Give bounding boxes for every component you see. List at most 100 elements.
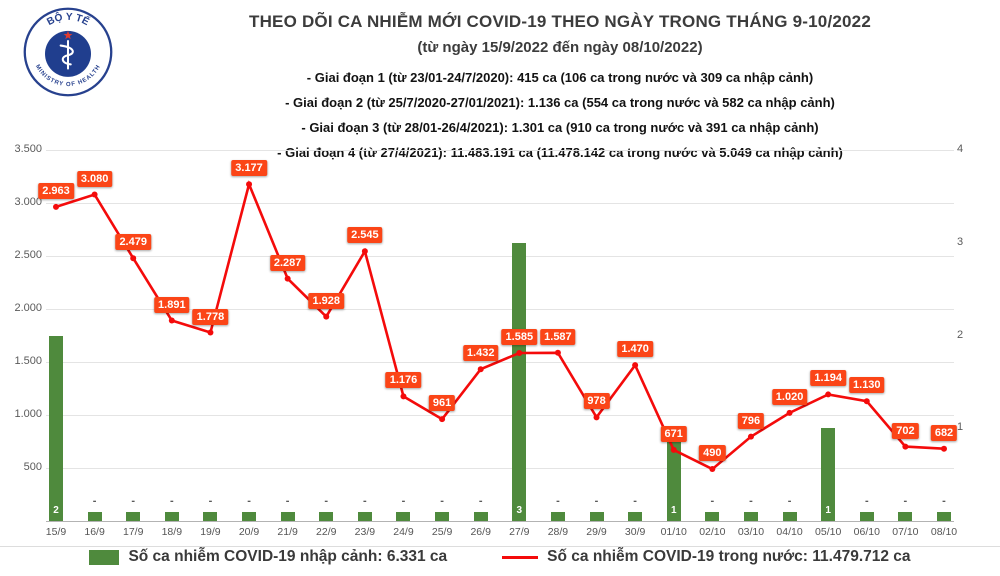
caduceus-icon [59,39,74,70]
no-data-dash: - [942,495,946,507]
chart-legend: Số ca nhiễm COVID-19 nhập cảnh: 6.331 ca… [0,548,1000,566]
x-axis-date-label: 18/9 [161,526,183,538]
domestic-cases-value-label: 2.479 [115,234,151,251]
period-summary-notes: - Giai đoạn 1 (từ 23/01-24/7/2020): 415 … [128,65,992,165]
line-point [284,275,291,282]
imported-cases-bar-stub [937,512,951,521]
imported-cases-bar-stub [705,512,720,521]
x-axis-date-label: 03/10 [737,526,765,538]
domestic-cases-value-label: 1.585 [501,328,538,345]
domestic-cases-value-label: 961 [428,395,456,412]
legend-line-swatch [502,555,539,559]
left-axis-tick-label: 2.500 [14,249,42,261]
domestic-cases-value-label: 2.287 [269,254,306,271]
x-axis-date-label: 23/9 [354,526,376,538]
line-point [361,248,368,255]
svg-text:BỘ Y TẾ: BỘ Y TẾ [45,10,92,28]
chart-title: THEO DÕI CA NHIỄM MỚI COVID-19 THEO NGÀY… [249,12,871,31]
x-axis-date-label: 17/9 [122,526,144,538]
no-data-dash: - [594,495,599,507]
imported-cases-bar-stub [357,512,372,521]
x-axis-date-label: 25/9 [431,526,453,538]
domestic-cases-value-label: 682 [930,424,958,441]
line-point [747,433,754,440]
imported-cases-bar-stub [859,512,874,521]
line-point [400,393,407,400]
left-axis-tick-label: 1.000 [14,408,42,420]
imported-cases-bar-stub [743,512,758,521]
x-axis-date-label: 26/9 [470,526,491,538]
line-point [670,446,677,453]
no-data-dash: - [710,495,715,507]
legend-bar-swatch [89,549,120,565]
no-data-dash: - [633,495,637,507]
no-data-dash: - [92,495,97,507]
domestic-cases-value-label: 1.587 [540,328,576,345]
x-axis-date-label: 01/10 [660,526,687,538]
line-point [168,317,175,324]
grid-line [46,256,954,257]
imported-cases-bar-value: 2 [53,505,59,516]
x-axis-date-label: 15/9 [45,526,67,538]
left-axis-tick-label: 2.000 [14,302,42,314]
no-data-dash: - [285,495,290,507]
imported-cases-bar-stub [589,512,604,521]
grid-line [46,415,954,416]
right-axis-tick-label: 3 [957,235,964,248]
domestic-cases-value-label: 1.891 [154,296,190,313]
imported-cases-bar-value: 3 [516,505,523,516]
line-point [130,255,137,262]
domestic-cases-value-label: 490 [699,445,726,462]
line-point [554,349,561,356]
domestic-cases-value-label: 1.470 [617,341,653,358]
domestic-cases-value-label: 671 [660,425,687,442]
x-axis-date-label: 08/10 [930,526,958,538]
x-axis-date-label: 19/9 [200,526,221,538]
x-axis-date-label: 07/10 [892,526,919,538]
no-data-dash: - [169,495,174,507]
no-data-dash: - [401,495,406,507]
imported-cases-bar-stub [550,512,565,521]
imported-cases-bar [512,242,527,521]
line-point [941,445,947,452]
grid-line [46,362,954,363]
imported-cases-bar-stub [126,512,141,521]
x-axis-date-label: 28/9 [547,526,569,538]
imported-cases-bar [821,428,836,521]
x-axis-date-label: 20/9 [238,526,260,538]
period-note: - Giai đoạn 2 (từ 25/7/2020-27/01/2021):… [285,95,835,110]
left-axis-tick-label: 500 [23,461,42,473]
logo-seal: BỘ Y TẾ MINISTRY OF HEALTH [23,7,113,97]
legend-domestic-item: Số ca nhiễm COVID-19 trong nước: 11.479.… [502,548,911,566]
x-axis-date-label: 29/9 [586,526,607,538]
right-axis-tick-label: 1 [957,421,964,434]
no-data-dash: - [749,495,753,507]
red-star-icon [63,30,73,40]
period-note: - Giai đoạn 1 (từ 23/01-24/7/2020): 415 … [306,70,814,85]
line-point [323,313,330,320]
grid-line [46,468,954,469]
x-axis-date-label: 02/10 [699,526,726,538]
no-data-dash: - [903,495,908,507]
imported-cases-bar-stub [87,512,102,521]
imported-cases-bar-stub [898,512,913,521]
left-axis-tick-label: 1.500 [14,355,42,367]
legend-domestic-label: Số ca nhiễm COVID-19 trong nước: 11.479.… [547,548,911,565]
period-note: - Giai đoạn 4 (từ 27/4/2021): 11.483.191… [277,145,843,160]
x-axis-date-label: 04/10 [776,526,803,538]
x-axis-line [46,521,954,522]
domestic-cases-value-label: 1.176 [385,372,422,389]
line-point [709,466,716,473]
line-point [439,416,446,423]
chart-header: THEO DÕI CA NHIỄM MỚI COVID-19 THEO NGÀY… [128,12,992,165]
x-axis-date-label: 24/9 [393,526,414,538]
imported-cases-bar [49,335,63,521]
x-axis-date-label: 27/9 [509,526,530,538]
domestic-cases-value-label: 3.080 [76,170,113,187]
line-path [55,180,945,471]
line-point [632,362,639,369]
x-axis-date-label: 05/10 [815,526,842,538]
no-data-dash: - [787,495,792,507]
footer-divider-line [0,546,1000,547]
